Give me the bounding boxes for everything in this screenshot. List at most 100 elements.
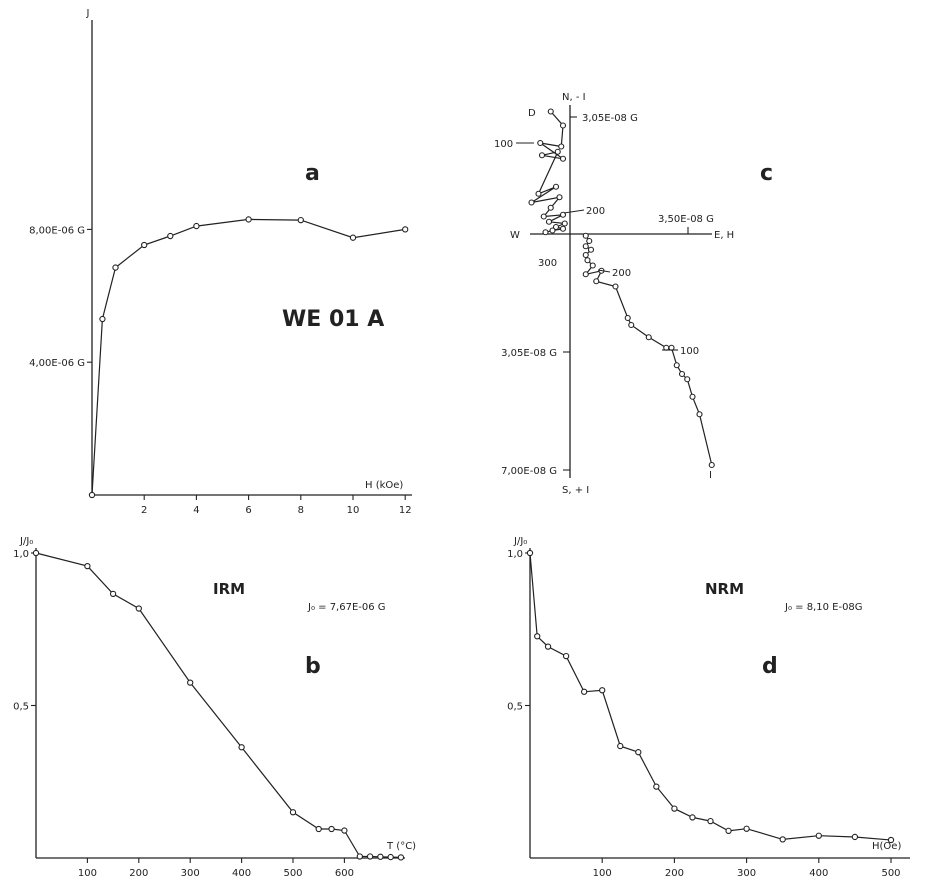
panel-c-vertical-point (678, 370, 686, 378)
panel-c-vertical-point (582, 232, 589, 239)
panel-d-x-tick-label: 200 (665, 868, 684, 879)
panel-b-x-tick-label: 200 (129, 868, 148, 879)
panel-c-step-100-h: 100 (494, 139, 513, 150)
panel-b-thermal-demagnetization: J/J₀ T (°C) IRM J₀ = 7,67E-06 G b 100 200… (13, 536, 416, 879)
panel-c-vertical-point (696, 411, 703, 418)
panel-b-series-line (35, 552, 401, 858)
panel-b-letter: b (305, 654, 321, 679)
panel-c-horizontal-point (537, 139, 544, 147)
panel-c-scale-north: 3,05E-08 G (582, 113, 638, 124)
panel-c-horizontal-point (559, 225, 567, 232)
panel-d-data-point (671, 805, 678, 812)
panel-c-vertical-point (689, 393, 696, 400)
panel-c-vertical-point (645, 334, 652, 341)
panel-c-vertical-point (624, 314, 631, 322)
panel-a-data-point (99, 315, 106, 323)
panel-c-step-300-h: 300 (538, 258, 557, 269)
panel-d-data-point (743, 825, 750, 832)
panel-c-horizontal-point (545, 218, 553, 225)
panel-c-south-label: S, + I (562, 485, 589, 496)
panel-c-horizontal-projection-line (531, 111, 566, 233)
panel-a-remanence-acquisition: J H (kOe) a WE 01 A 2 4 6 8 10 12 4,00E-06 G 8… (29, 8, 412, 516)
panel-d-x-label: H(Oe) (872, 841, 901, 852)
panel-c-vector-diagram: N, - I S, + I W E, H 3,05E-08 G 3,50E-08… (494, 92, 773, 496)
panel-d-y-tick-label: 1,0 (507, 549, 523, 560)
panel-a-data-point (88, 491, 96, 499)
panel-c-horizontal-point (556, 194, 563, 201)
panel-c-horizontal-point (540, 213, 547, 220)
panel-a-data-point (297, 216, 304, 224)
panel-d-data-point (887, 836, 895, 844)
panel-b-j0-annotation: J₀ = 7,67E-06 G (307, 602, 386, 613)
panel-b-data-point (187, 679, 194, 686)
panel-d-title: NRM (705, 580, 744, 598)
panel-b-data-point (377, 853, 384, 860)
panel-a-data-point (167, 232, 174, 240)
panel-d-y-label: J/J₀ (513, 536, 527, 547)
panel-c-step-200-h: 200 (586, 206, 605, 217)
panel-b-data-point (356, 853, 363, 860)
panel-c-horizontal-point (552, 183, 560, 190)
panel-c-horizontal-point (535, 190, 542, 197)
panel-b-data-point (387, 853, 394, 861)
panel-c-horizontal-point (559, 155, 567, 162)
panel-c-step-200-h-leader (563, 209, 585, 214)
panel-b-y-tick-label: 1,0 (13, 549, 29, 560)
panel-c-vertical-point (582, 271, 589, 278)
panel-d-data-point (534, 633, 541, 640)
panel-b-data-point (289, 809, 297, 816)
panel-d-x-tick-label: 300 (737, 868, 756, 879)
panel-b-data-point (397, 854, 405, 861)
panel-a-x-tick-label: 2 (141, 505, 147, 516)
panel-d-x-tick-label: 100 (593, 868, 612, 879)
panel-c-vertical-point (587, 246, 595, 253)
panel-c-vertical-point (582, 243, 589, 250)
panel-c-step-100-v: 100 (680, 346, 699, 357)
panel-c-vertical-projection-line (584, 235, 713, 466)
panel-d-x-tick-label: 500 (881, 868, 900, 879)
panel-d-data-point (815, 832, 822, 839)
panel-c-vertical-label: I (709, 470, 712, 481)
panel-b-x-tick-label: 300 (181, 868, 200, 879)
panel-b-y-tick-label: 0,5 (13, 702, 29, 713)
panel-c-horizontal-label: D (528, 108, 536, 119)
panel-c-vertical-point (628, 321, 635, 329)
panel-d-letter: d (762, 654, 778, 679)
panel-d-data-point (562, 652, 570, 660)
panel-a-data-point (402, 226, 409, 233)
panel-c-north-label: N, - I (562, 92, 586, 103)
panel-c-letter: c (760, 161, 773, 186)
panel-d-data-point (689, 814, 696, 821)
panel-c-horizontal-point (558, 143, 565, 150)
panel-b-x-label: T (°C) (386, 841, 416, 852)
panel-c-horizontal-point (542, 229, 549, 236)
panel-d-data-point (851, 833, 859, 841)
panel-c-horizontal-point (528, 199, 535, 206)
panel-b-x-tick-label: 600 (335, 868, 354, 879)
panel-b-data-point (109, 590, 117, 598)
panel-a-x-tick-label: 6 (245, 505, 251, 516)
panel-b-x-tick-label: 100 (78, 868, 97, 879)
panel-c-horizontal-point (561, 220, 568, 227)
panel-b-data-point (32, 549, 40, 557)
panel-b-title: IRM (213, 580, 245, 598)
panel-a-x-tick-label: 8 (298, 505, 304, 516)
panel-d-j0-annotation: J₀ = 8,10 E-08G (784, 602, 863, 613)
panel-a-x-label: H (kOe) (365, 480, 403, 491)
panel-c-horizontal-point (547, 108, 554, 115)
panel-d-data-point (707, 817, 714, 825)
panel-a-x-tick-label: 10 (347, 505, 360, 516)
panel-c-scale-east: 3,50E-08 G (658, 214, 714, 225)
panel-c-vertical-point (612, 283, 619, 290)
panel-a-y-tick-label: 4,00E-06 G (29, 358, 85, 369)
panel-c-vertical-point (708, 461, 715, 469)
panel-b-data-point (84, 562, 91, 570)
panel-a-data-point (349, 234, 357, 241)
panel-c-scale-south-bottom: 7,00E-08 G (501, 466, 557, 477)
panel-a-series-line (91, 218, 406, 496)
panel-b-data-point (135, 605, 142, 612)
panel-d-data-point (725, 827, 732, 835)
panel-d-data-point (779, 836, 786, 843)
panel-a-data-point (112, 264, 119, 271)
panel-a-x-tick-label: 12 (399, 505, 412, 516)
